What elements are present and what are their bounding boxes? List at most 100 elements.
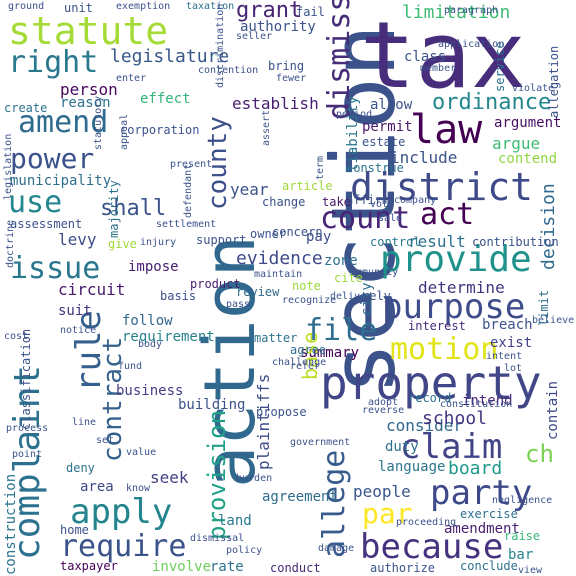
- word-member: member: [420, 63, 457, 74]
- word-file: file: [305, 313, 378, 348]
- word-purpose: purpose: [382, 287, 526, 327]
- word-line: line: [72, 417, 97, 428]
- word-exist: exist: [490, 335, 533, 351]
- word-impose: impose: [128, 259, 179, 275]
- word-building: building: [178, 397, 246, 413]
- word-majority: majority: [107, 180, 121, 238]
- word-defendant: defendant: [183, 163, 194, 218]
- word-value: value: [126, 447, 157, 458]
- word-party: party: [430, 473, 533, 513]
- word-matter: matter: [254, 331, 298, 345]
- word-note: note: [292, 279, 321, 293]
- word-give: give: [108, 237, 137, 251]
- word-review: review: [236, 285, 280, 299]
- word-ground: ground: [8, 1, 45, 12]
- word-unit: unit: [64, 1, 93, 15]
- word-estate: estate: [362, 135, 406, 149]
- word-tax: tax: [360, 2, 527, 109]
- word-taxation: taxation: [186, 1, 235, 12]
- word-negligence: negligence: [492, 495, 553, 506]
- word-corporation: corporation: [120, 123, 200, 137]
- word-exercise: exercise: [460, 507, 518, 521]
- word-burden: burden: [236, 473, 273, 484]
- word-establish: establish: [232, 94, 319, 113]
- word-par: par: [362, 497, 413, 530]
- word-circuit: circuit: [58, 280, 126, 299]
- word-assessment: assessment: [10, 217, 83, 231]
- word-levy: levy: [58, 230, 97, 249]
- word-control: control: [370, 235, 421, 249]
- word-settlement: settlement: [156, 219, 217, 230]
- word-contribution: contribution: [472, 235, 559, 249]
- word-permit: permit: [362, 119, 413, 135]
- word-school: school: [422, 408, 488, 429]
- word-because: because: [360, 527, 504, 567]
- word-count: count: [320, 201, 411, 236]
- word-bring: bring: [268, 59, 305, 73]
- word-fund: fund: [118, 361, 143, 372]
- word-interest: interest: [408, 319, 466, 333]
- word-intend: intend: [462, 393, 513, 409]
- word-affirm: affirm: [346, 193, 390, 207]
- word-amend: amend: [18, 105, 109, 140]
- word-provide: provide: [380, 239, 532, 280]
- word-create: create: [4, 101, 48, 115]
- word-adopt: adopt: [368, 397, 399, 408]
- word-decision: decision: [538, 183, 559, 270]
- word-reverse: reverse: [362, 405, 405, 416]
- word-plaintiffs: plaintiffs: [254, 373, 273, 470]
- word-class: class: [404, 49, 447, 65]
- word-dismissal: dismissal: [190, 533, 245, 544]
- word-seek: seek: [150, 468, 189, 487]
- word-term: term: [315, 155, 326, 180]
- word-deny: deny: [66, 461, 95, 475]
- word-vote: vote: [370, 199, 395, 210]
- word-breach: breach: [482, 317, 533, 333]
- word-contain: contain: [545, 380, 561, 440]
- word-enter: enter: [116, 73, 147, 84]
- word-year: year: [230, 180, 269, 199]
- word-fewer: fewer: [276, 73, 307, 84]
- word-change: change: [262, 195, 306, 209]
- word-present: present: [170, 159, 213, 170]
- word-argue: argue: [492, 134, 541, 153]
- word-result: result: [408, 232, 466, 251]
- word-construction: construction: [3, 473, 19, 575]
- word-allow: allow: [370, 97, 413, 113]
- word-amendment: amendment: [444, 521, 520, 537]
- word-allegation: allegation: [547, 45, 561, 118]
- word-contention: contention: [198, 65, 259, 76]
- word-consider: consider: [386, 416, 464, 435]
- word-owner: owner: [250, 227, 287, 241]
- word-article: article: [282, 179, 333, 193]
- word-business: business: [116, 383, 184, 399]
- word-requirement: requirement: [122, 329, 215, 345]
- word-rely: rely: [362, 289, 391, 303]
- word-evidence: evidence: [236, 248, 323, 269]
- word-body: body: [138, 339, 163, 350]
- word-point: point: [12, 449, 43, 460]
- word-determine: determine: [418, 278, 505, 297]
- word-legislation: legislation: [3, 133, 14, 200]
- word-limitation: limitation: [402, 2, 511, 23]
- word-ch: ch: [525, 440, 554, 468]
- word-statutory: statutory: [93, 95, 104, 150]
- word-people: people: [353, 482, 411, 501]
- word-follow: follow: [122, 313, 173, 329]
- word-process: process: [6, 423, 49, 434]
- word-power: power: [10, 142, 95, 175]
- word-property: property: [320, 356, 542, 410]
- word-sale: sale: [378, 213, 403, 224]
- word-seller: seller: [236, 31, 273, 42]
- word-violate: violate: [512, 83, 555, 94]
- word-require: require: [60, 529, 187, 564]
- word-support: support: [196, 233, 247, 247]
- word-use: use: [8, 185, 63, 220]
- word-conduct: conduct: [270, 561, 321, 575]
- word-injury: injury: [140, 237, 177, 248]
- word-grant: grant: [236, 0, 303, 23]
- word-include: include: [390, 148, 458, 167]
- word-statute: statute: [8, 9, 169, 53]
- word-zone: zone: [324, 253, 358, 269]
- word-fail: fail: [296, 5, 325, 19]
